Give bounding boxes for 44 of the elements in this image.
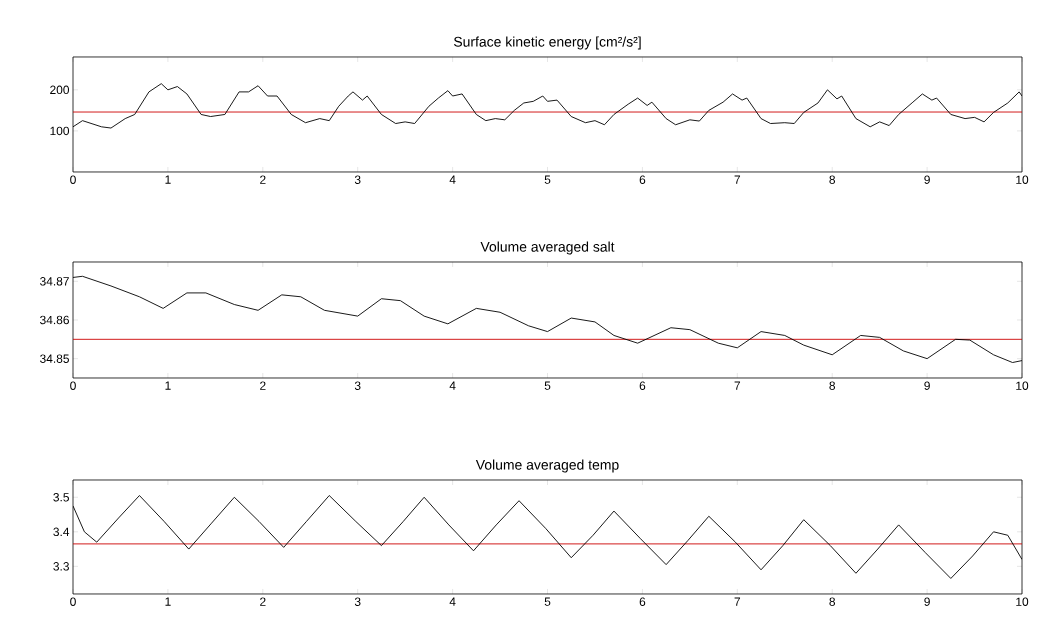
y-tick-label: 100 [50,126,70,136]
chart-title: Surface kinetic energy [cm²/s²] [453,36,641,50]
x-tick-label: 4 [449,381,456,390]
x-tick-label: 5 [544,597,551,606]
x-tick-label: 0 [70,175,76,184]
x-tick-label: 3 [354,597,361,606]
x-tick-label: 4 [449,175,456,184]
y-tick-label: 200 [50,85,70,95]
x-tick-label: 9 [924,381,930,390]
x-tick-label: 8 [829,597,836,606]
x-tick-label: 0 [70,597,76,606]
x-tick-label: 6 [639,597,646,606]
x-tick-label: 3 [354,381,361,390]
x-tick-label: 10 [1016,175,1029,184]
x-tick-label: 8 [829,175,836,184]
x-tick-label: 5 [544,175,551,184]
x-tick-label: 1 [165,381,171,390]
x-tick-label: 2 [260,381,266,390]
x-tick-label: 2 [260,597,266,606]
x-tick-label: 5 [544,381,551,390]
x-tick-label: 7 [734,597,741,606]
y-tick-label: 3.5 [53,493,69,502]
x-tick-label: 0 [70,381,76,390]
x-tick-label: 9 [924,597,930,606]
y-tick-label: 34.87 [40,277,69,286]
x-tick-label: 4 [449,597,456,606]
chart-title: Volume averaged temp [475,459,619,473]
x-tick-label: 6 [639,175,646,184]
x-tick-label: 7 [734,381,741,390]
x-tick-label: 3 [354,175,361,184]
x-tick-label: 1 [165,175,171,184]
x-tick-label: 7 [734,175,741,184]
x-tick-label: 6 [639,381,646,390]
x-tick-label: 10 [1016,381,1029,390]
x-tick-label: 9 [924,175,930,184]
x-tick-label: 1 [165,597,171,606]
x-tick-label: 8 [829,381,836,390]
y-tick-label: 34.85 [40,354,69,363]
y-tick-label: 34.86 [40,315,69,325]
chart-title: Volume averaged salt [480,241,615,255]
y-tick-label: 3.3 [53,562,69,571]
x-tick-label: 2 [260,175,266,184]
x-tick-label: 10 [1016,597,1029,606]
y-tick-label: 3.4 [53,527,70,537]
